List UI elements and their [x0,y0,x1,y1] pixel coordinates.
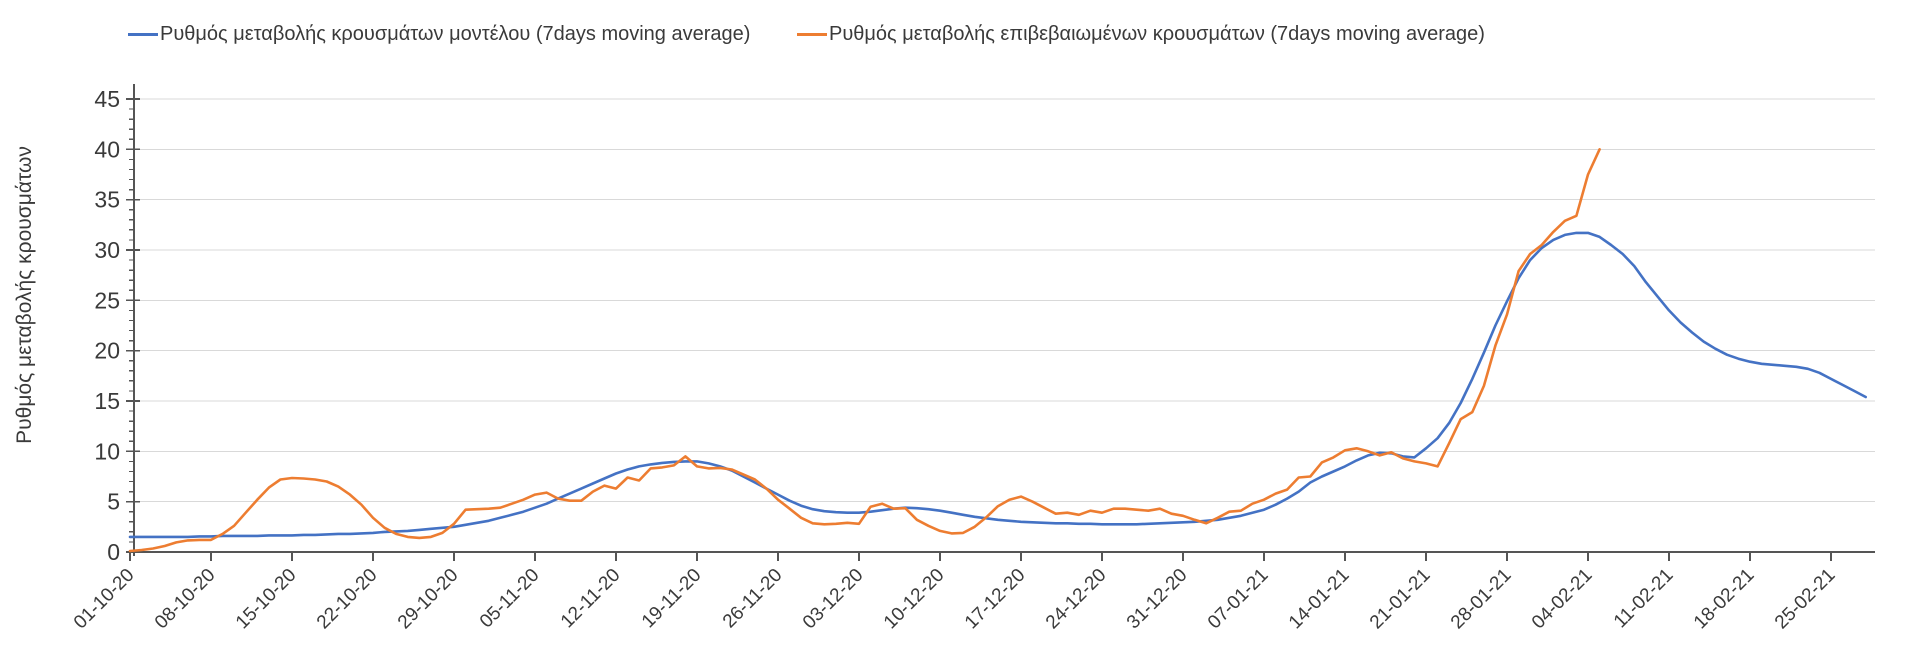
x-tick-label: 24-12-20 [1042,565,1111,634]
model-series-line [128,231,1867,539]
x-tick-label: 26-11-20 [719,565,787,633]
y-tick-label: 25 [94,287,120,313]
x-tick-label: 22-10-20 [313,565,382,634]
x-tick-label: 31-12-20 [1123,565,1192,634]
x-tick-label: 14-01-21 [1285,565,1354,634]
y-tick-label: 10 [94,438,120,464]
y-tick-label: 30 [94,237,120,263]
model-line-swatch [128,33,158,36]
x-tick-label: 15-10-20 [232,565,301,634]
x-tick-label: 10-12-20 [880,565,949,634]
x-tick-label: 04-02-21 [1528,565,1597,634]
x-tick-label: 18-02-21 [1690,565,1759,634]
x-tick-label: 07-01-21 [1204,565,1273,634]
x-tick-label: 03-12-20 [799,565,868,634]
x-tick-label: 19-11-20 [638,565,706,633]
y-tick-label: 0 [107,539,120,565]
y-tick-label: 15 [94,388,120,414]
legend-item-confirmed: Ρυθμός μεταβολής επιβεβαιωμένων κρουσμάτ… [797,23,1485,46]
confirmed-series-line [128,148,1601,553]
x-tick-label: 29-10-20 [394,565,463,634]
y-tick-label: 5 [107,489,120,515]
x-tick-label: 05-11-20 [476,565,544,633]
y-tick-label: 40 [94,136,120,162]
legend-item-model: Ρυθμός μεταβολής κρουσμάτων μοντέλου (7d… [128,23,750,46]
confirmed-line-swatch [797,33,827,36]
x-tick-label: 28-01-21 [1447,565,1516,634]
x-tick-label: 17-12-20 [961,565,1030,634]
x-tick-label: 21-01-21 [1366,565,1435,634]
x-tick-label: 11-02-21 [1610,565,1678,633]
y-tick-label: 45 [94,86,120,112]
y-axis-title: Ρυθμός μεταβολής κρουσμάτων [13,146,36,444]
x-tick-label: 12-11-20 [557,565,625,633]
x-tick-label: 08-10-20 [151,565,220,634]
x-tick-label: 25-02-21 [1771,565,1840,634]
legend-label-model: Ρυθμός μεταβολής κρουσμάτων μοντέλου (7d… [160,23,751,45]
legend-label-confirmed: Ρυθμός μεταβολής επιβεβαιωμένων κρουσμάτ… [829,23,1485,45]
y-tick-label: 35 [94,187,120,213]
y-tick-label: 20 [94,338,120,364]
x-tick-label: 01-10-20 [70,565,139,634]
